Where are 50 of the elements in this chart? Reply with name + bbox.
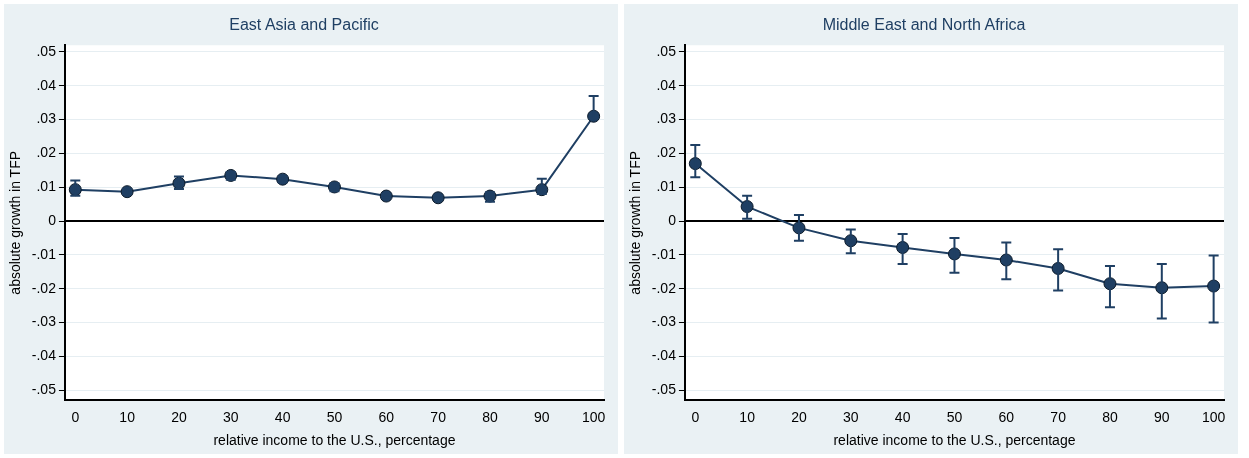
x-tick-label: 60 xyxy=(998,408,1015,425)
y-tick-label: .01 xyxy=(656,178,677,195)
x-axis-title: relative income to the U.S., percentage xyxy=(213,432,456,449)
x-tick-label: 70 xyxy=(1050,408,1067,425)
x-tick-label: 50 xyxy=(946,408,963,425)
x-tick-label: 60 xyxy=(378,408,395,425)
chart-title: Middle East and North Africa xyxy=(822,16,1026,34)
x-tick-label: 30 xyxy=(223,408,239,425)
y-tick-label: -.01 xyxy=(651,245,677,262)
y-axis-title: absolute growth in TFP xyxy=(627,150,644,295)
y-tick-label: .04 xyxy=(36,76,57,93)
x-tick-label: 90 xyxy=(1154,408,1170,425)
y-tick-label: .03 xyxy=(656,110,677,127)
y-axis-title: absolute growth in TFP xyxy=(7,150,24,295)
x-tick-label: 80 xyxy=(482,408,498,425)
x-tick-label: 10 xyxy=(119,408,136,425)
x-tick-label: 80 xyxy=(1102,408,1118,425)
x-tick-label: 20 xyxy=(791,408,807,425)
y-tick-label: -.03 xyxy=(651,313,677,330)
y-tick-label: -.03 xyxy=(31,313,57,330)
x-tick-label: 70 xyxy=(430,408,447,425)
chart-title: East Asia and Pacific xyxy=(229,16,379,34)
y-tick-label: -.02 xyxy=(651,279,677,296)
y-tick-label: .02 xyxy=(36,144,57,161)
x-tick-label: 0 xyxy=(691,408,700,425)
y-tick-label: -.04 xyxy=(651,347,677,364)
y-tick-label: 0 xyxy=(48,211,57,228)
x-tick-label: 100 xyxy=(1201,408,1226,425)
y-tick-label: .05 xyxy=(656,42,677,59)
y-tick-label: -.02 xyxy=(31,279,57,296)
x-tick-label: 0 xyxy=(71,408,80,425)
y-tick-label: -.01 xyxy=(31,245,57,262)
x-tick-label: 30 xyxy=(843,408,859,425)
x-tick-label: 10 xyxy=(739,408,756,425)
y-tick-label: -.05 xyxy=(651,381,677,398)
x-tick-label: 100 xyxy=(581,408,606,425)
x-tick-label: 40 xyxy=(274,408,291,425)
x-tick-label: 90 xyxy=(534,408,550,425)
x-axis-title: relative income to the U.S., percentage xyxy=(833,432,1076,449)
y-tick-label: .03 xyxy=(36,110,57,127)
y-tick-label: -.05 xyxy=(31,381,57,398)
y-tick-label: 0 xyxy=(668,211,677,228)
y-tick-label: .05 xyxy=(36,42,57,59)
y-tick-label: .02 xyxy=(656,144,677,161)
x-tick-label: 40 xyxy=(894,408,911,425)
y-tick-label: -.04 xyxy=(31,347,57,364)
y-tick-label: .04 xyxy=(656,76,677,93)
y-tick-label: .01 xyxy=(36,178,57,195)
x-tick-label: 50 xyxy=(326,408,343,425)
x-tick-label: 20 xyxy=(171,408,187,425)
